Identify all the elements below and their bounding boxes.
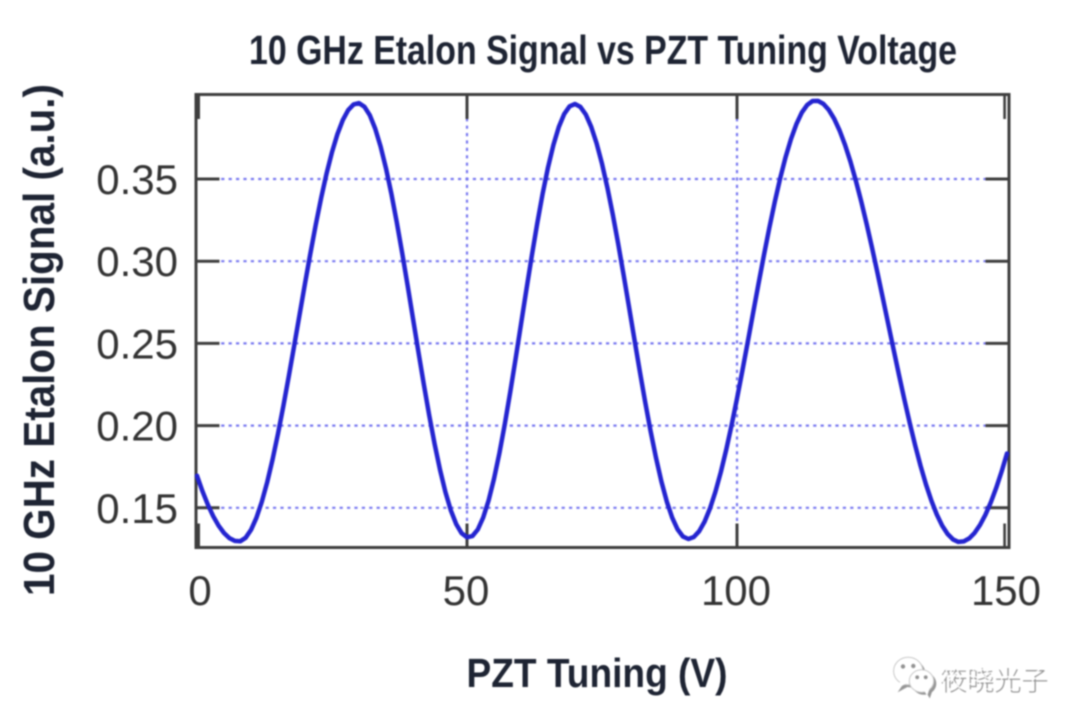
svg-text:0.20: 0.20 (96, 403, 178, 450)
svg-text:50: 50 (443, 567, 490, 614)
svg-text:0.25: 0.25 (96, 320, 178, 367)
svg-text:0.35: 0.35 (96, 156, 178, 203)
svg-text:10 GHz Etalon Signal (a.u.): 10 GHz Etalon Signal (a.u.) (15, 84, 64, 596)
svg-text:0.15: 0.15 (96, 485, 178, 532)
svg-text:10 GHz Etalon Signal vs PZT Tu: 10 GHz Etalon Signal vs PZT Tuning Volta… (249, 27, 957, 73)
svg-text:PZT Tuning (V): PZT Tuning (V) (467, 650, 728, 696)
svg-text:0: 0 (188, 567, 211, 614)
svg-text:0.30: 0.30 (96, 238, 178, 285)
svg-text:100: 100 (701, 567, 771, 614)
svg-text:150: 150 (971, 567, 1041, 614)
